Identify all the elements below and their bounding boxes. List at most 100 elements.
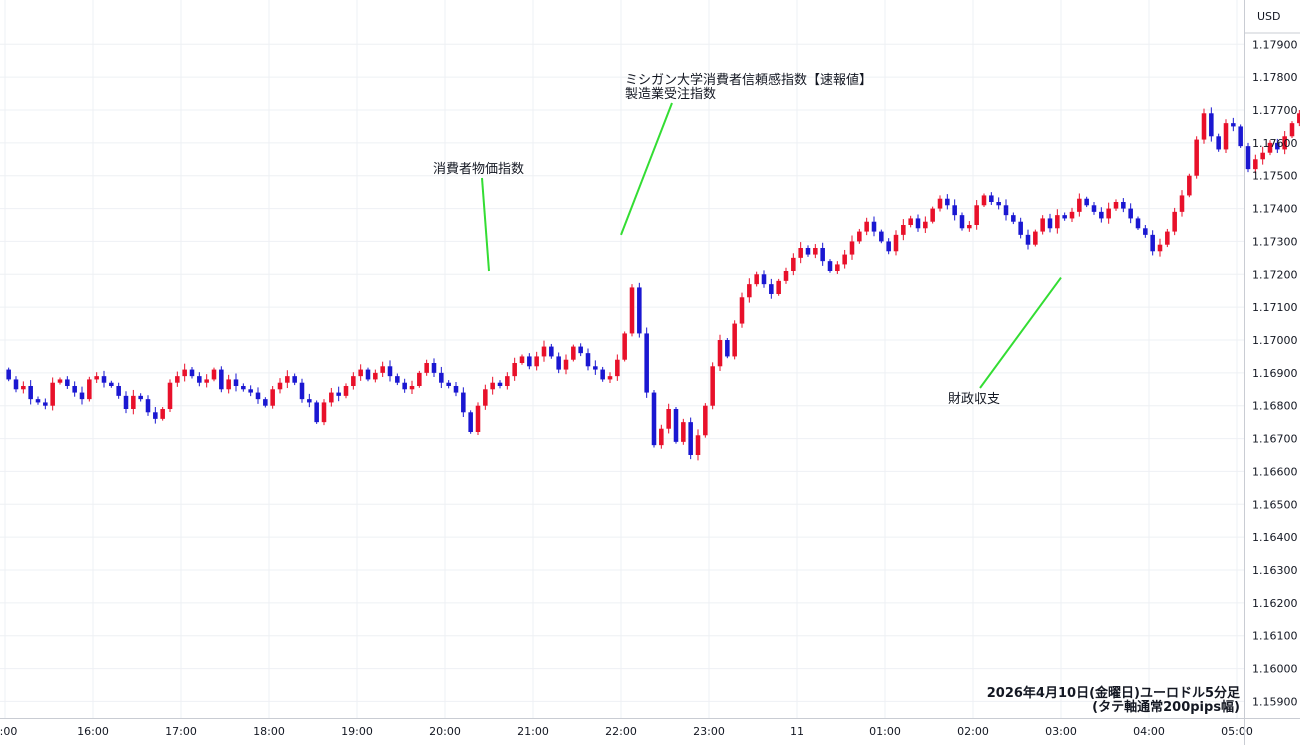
candle — [1055, 209, 1060, 234]
candle — [13, 376, 19, 393]
candle — [35, 396, 41, 405]
candle — [1157, 238, 1163, 257]
candle — [109, 380, 114, 388]
candle — [585, 348, 591, 371]
y-tick-label: 1.16600 — [1252, 465, 1298, 478]
x-tick-label: 03:00 — [1045, 725, 1077, 738]
candle — [79, 386, 85, 405]
candle — [673, 407, 679, 444]
y-tick-label: 1.16300 — [1252, 564, 1298, 577]
candle — [1003, 199, 1009, 221]
candle — [717, 334, 723, 372]
candle — [101, 370, 107, 388]
candle — [57, 377, 63, 385]
y-tick-label: 1.17500 — [1252, 170, 1298, 183]
candle — [1033, 229, 1038, 247]
candle — [336, 386, 341, 402]
candle — [1113, 199, 1119, 211]
candle — [1099, 207, 1104, 223]
candle — [578, 343, 583, 357]
candle — [1172, 207, 1177, 236]
candle — [387, 360, 393, 382]
y-tick-label: 1.16200 — [1252, 597, 1298, 610]
candle — [659, 424, 664, 449]
candle — [431, 358, 437, 377]
gridlines — [0, 0, 1244, 718]
y-tick-label: 1.17600 — [1252, 137, 1298, 150]
candle — [835, 261, 840, 274]
candle — [468, 410, 473, 434]
candle — [1011, 212, 1016, 225]
candle — [43, 398, 48, 410]
candle — [1245, 142, 1251, 173]
candle — [248, 385, 253, 397]
x-tick-label: 05:00 — [1221, 725, 1253, 738]
candle — [182, 363, 187, 382]
candle — [131, 389, 136, 415]
annotation-text: 消費者物価指数 — [433, 162, 524, 177]
candle — [879, 229, 884, 244]
y-tick-label: 1.16500 — [1252, 498, 1298, 511]
candle — [703, 403, 708, 438]
candle — [417, 370, 422, 388]
candle — [160, 407, 165, 421]
candle — [138, 393, 143, 402]
candle — [1047, 213, 1053, 233]
y-tick-label: 1.15900 — [1252, 695, 1298, 708]
candle — [50, 377, 55, 411]
candle — [754, 271, 759, 287]
candle — [329, 387, 334, 407]
candle — [871, 216, 877, 237]
candle — [651, 389, 657, 448]
candle — [827, 259, 833, 273]
candle — [307, 393, 312, 408]
candle — [1297, 110, 1300, 127]
annotation: 財政収支 — [948, 276, 1062, 407]
candle — [981, 193, 987, 208]
y-tick-label: 1.17800 — [1252, 71, 1298, 84]
candle — [732, 320, 737, 360]
candle — [681, 418, 686, 445]
candle — [461, 387, 466, 418]
candle — [28, 380, 33, 405]
annotation-leader-line — [620, 102, 673, 236]
candle — [72, 381, 77, 397]
candle — [1084, 196, 1089, 208]
x-tick-label: 17:00 — [165, 725, 197, 738]
candle — [666, 403, 671, 434]
candle — [1040, 215, 1045, 235]
candle — [219, 366, 224, 393]
candle — [556, 352, 561, 374]
candle — [1018, 217, 1023, 239]
candle — [1253, 154, 1258, 174]
y-tick-label: 1.17100 — [1252, 301, 1298, 314]
candle — [1223, 119, 1229, 153]
candlestick-series — [6, 107, 1300, 461]
candle — [497, 380, 503, 389]
candle — [153, 407, 158, 424]
candle — [864, 217, 869, 236]
candle — [255, 387, 261, 404]
candle — [1282, 131, 1287, 155]
candle — [908, 215, 913, 228]
candle — [534, 351, 539, 371]
candle — [1091, 202, 1097, 215]
candle — [805, 245, 811, 257]
candle — [439, 366, 444, 389]
candle — [446, 380, 451, 389]
candle — [996, 197, 1001, 210]
x-tick-label: 20:00 — [429, 725, 461, 738]
candle — [695, 429, 701, 461]
candle — [1143, 225, 1148, 238]
candle — [549, 343, 554, 359]
candle — [1289, 121, 1295, 139]
candle — [1187, 173, 1192, 198]
y-tick-label: 1.16700 — [1252, 433, 1298, 446]
candle — [277, 378, 283, 394]
candle — [541, 340, 547, 362]
x-tick-label: 6:00 — [0, 725, 17, 738]
candle — [409, 380, 415, 395]
candle — [475, 402, 481, 435]
